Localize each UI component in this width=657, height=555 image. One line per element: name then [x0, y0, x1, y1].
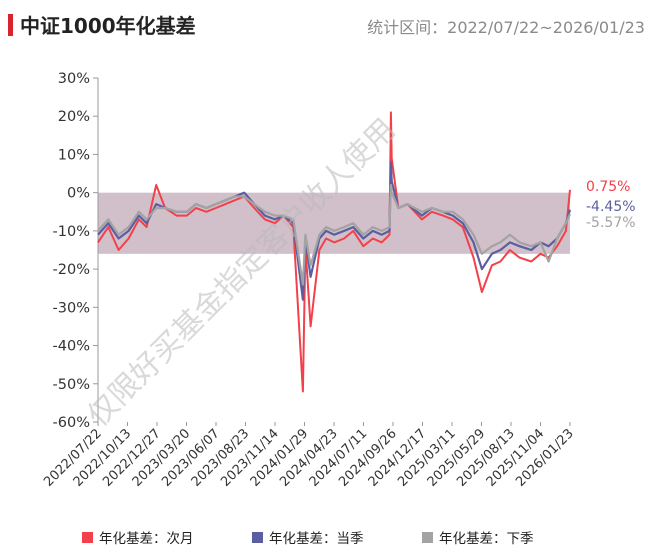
y-tick-label: -30% [53, 300, 90, 316]
end-value-label-3: -5.57% [586, 215, 636, 231]
legend-label: 年化基差：当季 [269, 531, 364, 547]
legend-swatch [252, 531, 263, 543]
basis-chart: 30% 20% 10% 0% -10% -20% -30% -40% -50% -60% 0.75%… [41, 71, 636, 490]
negative-basis-band [98, 192, 570, 254]
y-tick-label: -20% [53, 262, 90, 278]
series-line-3 [97, 183, 572, 286]
legend-item: 年化基差：当季 [252, 527, 364, 547]
chart-title: 中证1000年化基差 [20, 14, 196, 38]
y-tick-label: -50% [53, 377, 90, 393]
watermark-text: 仅限好买基金指定客户收人使用 [81, 112, 403, 434]
y-tick-label: -60% [53, 415, 90, 431]
title-accent-bar [8, 14, 13, 36]
legend-swatch [422, 531, 433, 543]
legend-label: 年化基差：次月 [99, 531, 194, 547]
end-value-label-1: 0.75% [586, 179, 630, 195]
y-tick-label: 0% [67, 186, 90, 202]
legend-swatch [82, 531, 93, 543]
series-line-1 [97, 111, 571, 393]
legend-label: 年化基差：下季 [439, 531, 534, 547]
legend-item: 年化基差：次月 [82, 527, 194, 547]
y-tick-label: 20% [58, 109, 90, 125]
chart-legend: 年化基差：次月 年化基差：当季 年化基差：下季 [0, 527, 657, 549]
y-tick-label: 30% [58, 71, 90, 87]
y-tick-label: -40% [53, 339, 90, 355]
legend-item: 年化基差：下季 [422, 527, 534, 547]
y-tick-label: 10% [58, 147, 90, 163]
statistics-range-label: 统计区间：2022/07/22~2026/01/23 [367, 18, 645, 37]
y-tick-label: -10% [53, 224, 90, 240]
end-value-label-2: -4.45% [586, 199, 636, 215]
